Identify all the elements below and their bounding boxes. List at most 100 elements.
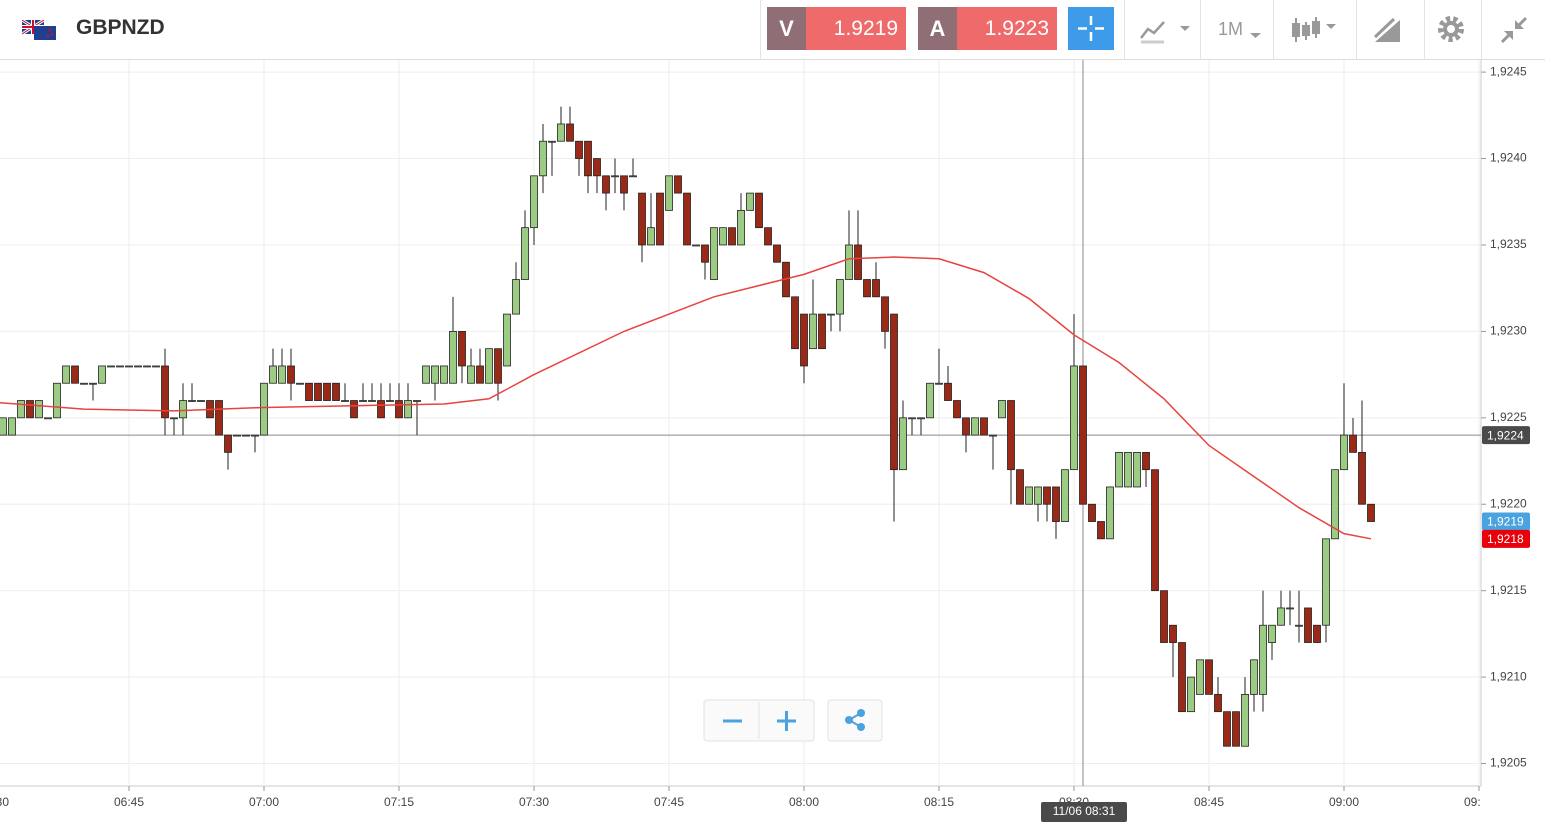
candle-body [242,434,250,437]
candle-body [656,192,664,246]
candle-body [746,192,754,211]
candle-body [1241,693,1249,747]
candle-body [98,365,106,384]
candle-body [476,365,484,384]
candle-body [413,400,421,402]
ma-price-box [1482,529,1530,548]
candle-body [620,175,628,194]
candle-body [1313,624,1321,643]
candle-body [341,400,349,402]
candle-body [638,192,646,246]
x-tick-label: 06:45 [114,795,144,809]
candle-body [458,330,466,367]
symbol: GBPNZD [76,16,165,39]
candle-body [80,382,88,385]
candle-body [665,175,673,211]
candle-body [647,227,655,246]
candle-body [1259,624,1267,695]
candle-body [314,382,322,401]
settings-button[interactable] [1436,14,1466,49]
candle-body [1160,590,1168,643]
candle-body [377,400,385,419]
candle-body [674,175,682,194]
candle-body [323,382,331,401]
candle-body [818,313,826,350]
candle-body [917,417,925,420]
candle-body [116,365,124,368]
candle-body [431,365,439,384]
candle-body [980,417,988,436]
candle-body [1250,659,1258,695]
bid-price-box [1482,512,1530,531]
candle-body [1268,624,1276,643]
y-tick-label: 1,9235 [1490,237,1527,251]
candle-body [1016,469,1024,505]
candle-body [899,417,907,471]
x-tick-label: 09:00 [1329,795,1359,809]
candle-body [1007,400,1015,471]
candle-body [35,400,43,419]
candle-body [1367,503,1375,522]
candle-body [1070,365,1078,471]
candle-body [305,382,313,401]
candle-body [494,348,502,384]
candle-body [1034,486,1042,505]
sell-price[interactable]: 1.9219 [806,7,906,50]
share-icon[interactable] [845,709,865,731]
candle-body [629,175,637,178]
candle-body [602,175,610,194]
x-tick-label: 06:30 [0,795,9,809]
candle-body [224,434,232,453]
candle-body [44,417,52,420]
sell-tag[interactable]: V [767,7,806,50]
toolbar: GBPNZD V 1.9219 A 1.9223 1M [0,0,1545,60]
draw-button[interactable] [1372,15,1404,50]
candle-body [1043,486,1051,505]
bid-price-label: 1,9219 [1487,515,1524,529]
y-tick-label: 1,9245 [1490,64,1527,78]
crosshair-time: 11/06 08:31 [1053,804,1116,818]
candle-body [1124,451,1132,488]
candle-body [53,382,61,419]
candle-body [278,365,286,384]
candle-body [395,400,403,419]
crosshair-button[interactable] [1068,7,1114,50]
candle-body [971,417,979,436]
candle-body [368,400,376,402]
candle-body [332,382,340,401]
candle-body [1106,486,1114,540]
timeframe[interactable]: 1M [1218,19,1244,39]
chart-type-button[interactable] [1138,16,1194,49]
candle-body [962,417,970,436]
y-tick-label: 1,9210 [1490,669,1527,683]
buy-price[interactable]: 1.9223 [957,7,1057,50]
candle-body [800,313,808,367]
timeframe-caret[interactable] [1250,26,1262,44]
candle-body [188,400,196,402]
candle-body [1358,451,1366,505]
candle-body [1277,607,1285,626]
candle-body [611,175,619,178]
buy-tag[interactable]: A [918,7,957,50]
candle-body [26,400,34,419]
candle-body [944,382,952,401]
candle-body [908,417,916,420]
candle-body [467,365,475,384]
candle-body [575,140,583,159]
share-box[interactable] [827,699,883,742]
candle-body [449,330,457,384]
x-tick-label: 08:00 [789,795,819,809]
collapse-button[interactable] [1498,14,1530,51]
candle-button[interactable] [1291,14,1343,51]
candle-body [0,417,7,436]
candle-body [161,365,169,419]
candle-body [755,192,763,229]
candle-body [1025,486,1033,505]
candle-body [557,123,565,142]
candle-body [737,209,745,246]
x-tick-label: 08:15 [924,795,954,809]
zoom-in[interactable] [777,711,796,731]
candle-body [926,382,934,419]
candle-body [1331,469,1339,540]
candle-body [764,227,772,246]
